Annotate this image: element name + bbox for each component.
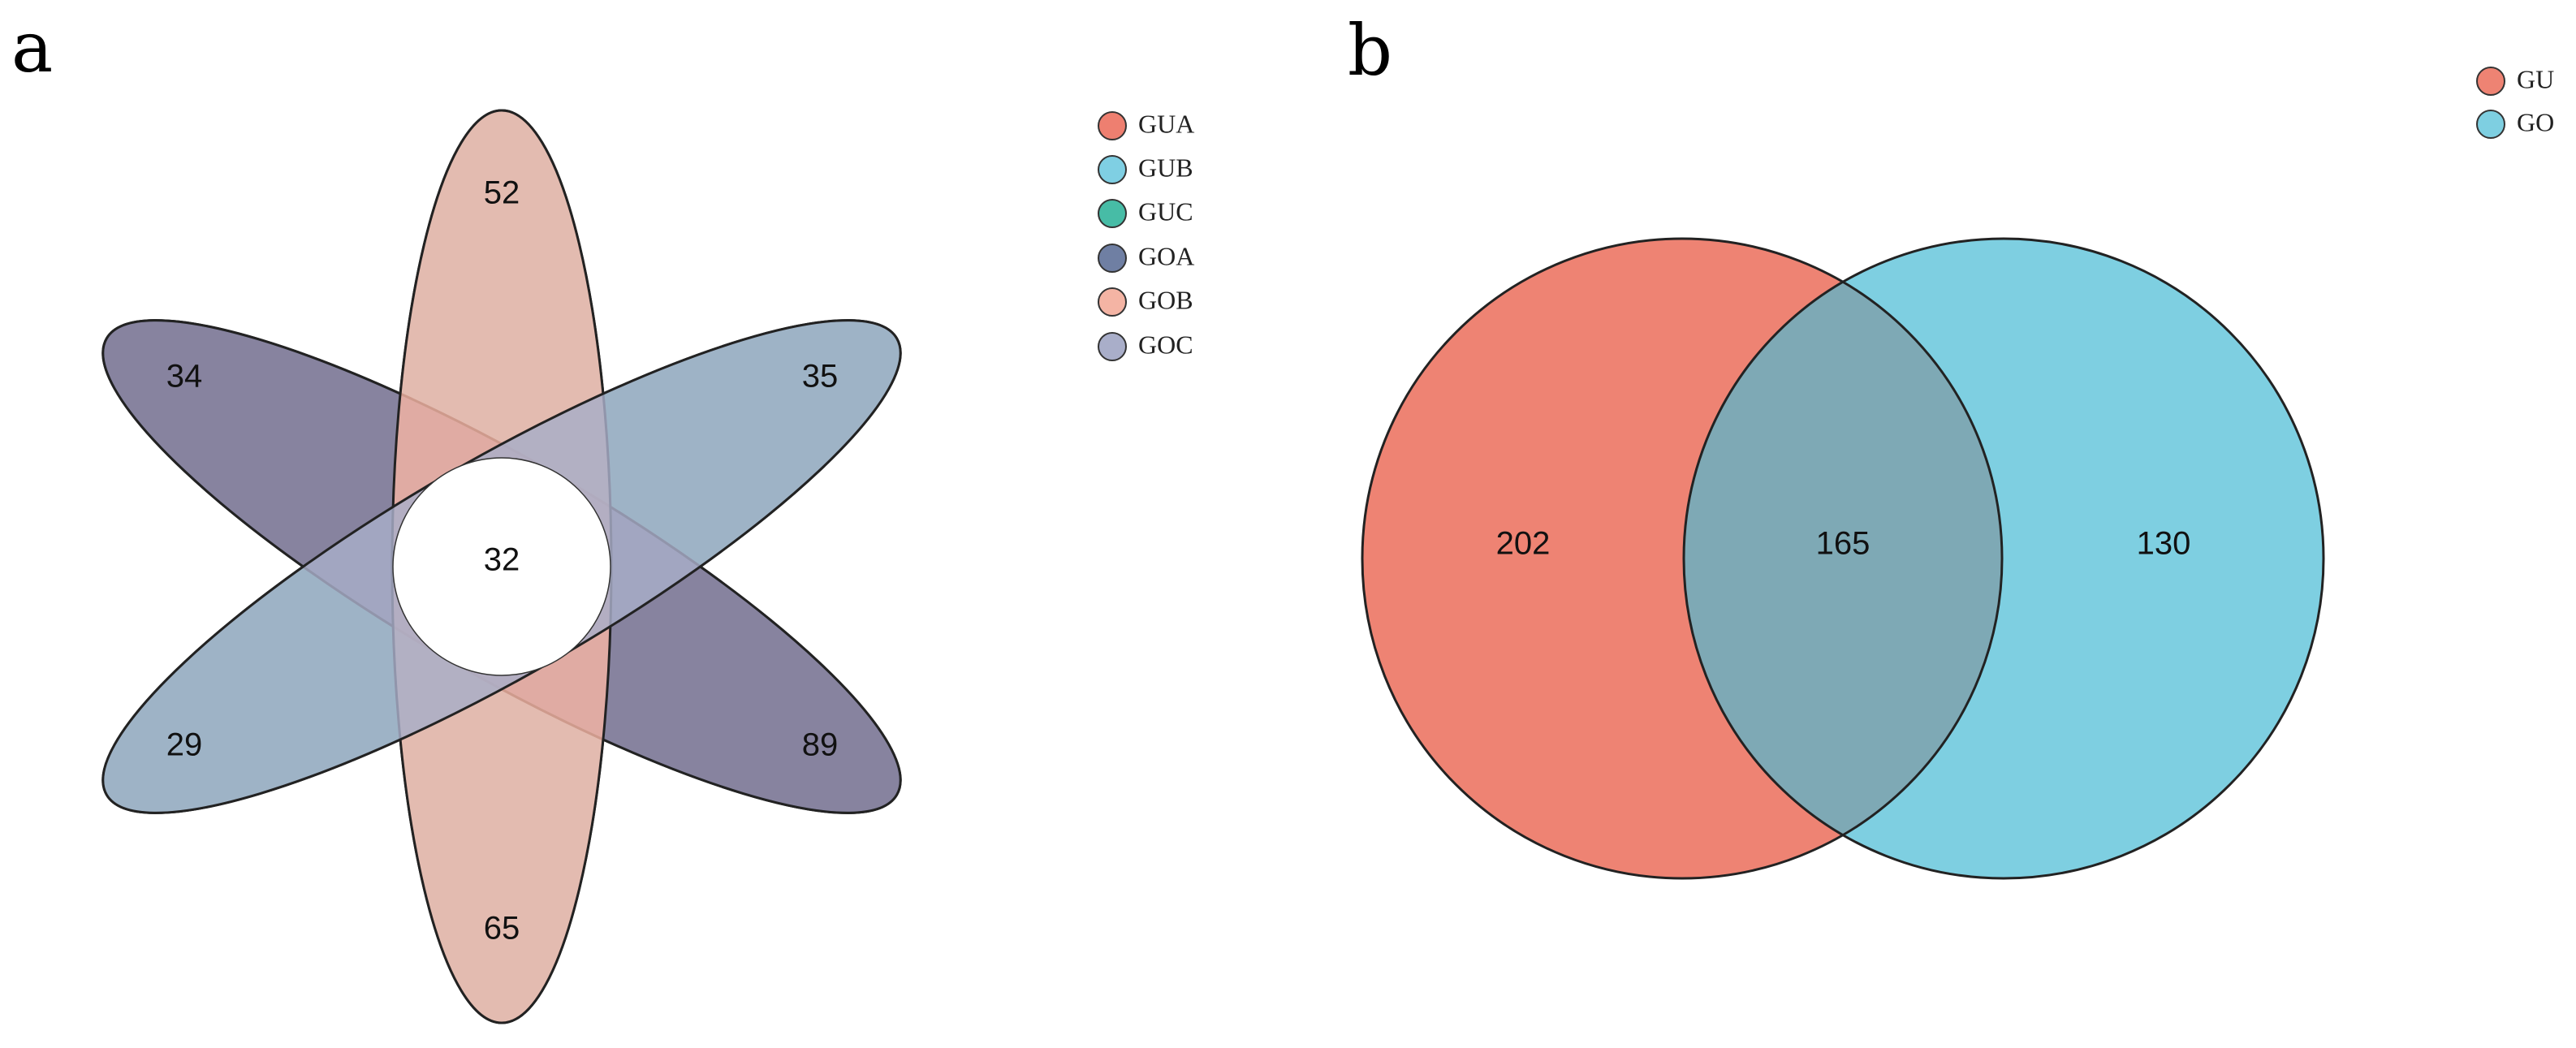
legend-label-goc: GOC (1138, 330, 1193, 359)
legend-item-gu: GU (2476, 64, 2554, 96)
legend-swatch-gua (1098, 111, 1127, 140)
flower-core (392, 457, 611, 676)
legend-item-gob: GOB (1098, 285, 1193, 317)
legend-item-guc: GUC (1098, 196, 1193, 228)
count-gob: 52 (484, 175, 520, 211)
venn-outline-go (1682, 237, 2325, 880)
count-goa: 34 (166, 359, 203, 395)
legend-label-gob: GOB (1138, 285, 1193, 314)
legend-swatch-gub (1098, 155, 1127, 184)
count-goc: 35 (802, 359, 839, 395)
legend-item-gua: GUA (1098, 109, 1194, 140)
panel-b-label: b (1348, 11, 1392, 92)
legend-label-goa: GOA (1138, 241, 1194, 270)
legend-swatch-goc (1098, 332, 1127, 361)
legend-label-go: GO (2517, 107, 2554, 136)
venn-outline-gu (1361, 237, 2004, 880)
flower-diagram: 52 34 35 32 29 89 65 (101, 109, 902, 1024)
legend-swatch-gu (2476, 67, 2505, 96)
legend-item-go: GO (2476, 107, 2554, 139)
legend-swatch-go (2476, 110, 2505, 139)
legend-swatch-guc (1098, 199, 1127, 228)
legend-label-guc: GUC (1138, 196, 1193, 226)
venn-overlap (1684, 239, 2002, 878)
panel-a-label: a (11, 7, 53, 88)
legend-label-gu: GU (2517, 64, 2554, 93)
legend-item-goc: GOC (1098, 330, 1193, 361)
legend-b: GU GO (2476, 64, 2554, 139)
count-core: 32 (484, 542, 520, 578)
legend-swatch-goa (1098, 244, 1127, 273)
legend-label-gua: GUA (1138, 109, 1194, 138)
legend-a: GUA GUB GUC GOA GOB GOC (1098, 109, 1194, 361)
count-gu-only: 202 (1496, 526, 1551, 562)
legend-item-goa: GOA (1098, 241, 1194, 273)
count-go-only: 130 (2137, 526, 2191, 562)
count-gub: 65 (484, 911, 520, 947)
count-gu-go-overlap: 165 (1816, 526, 1871, 562)
count-guc: 29 (166, 727, 203, 763)
legend-label-gub: GUB (1138, 153, 1193, 182)
venn-diagram: 202 165 130 (1361, 237, 2325, 880)
legend-item-gub: GUB (1098, 153, 1193, 184)
legend-swatch-gob (1098, 287, 1127, 317)
count-gua: 89 (802, 727, 839, 763)
